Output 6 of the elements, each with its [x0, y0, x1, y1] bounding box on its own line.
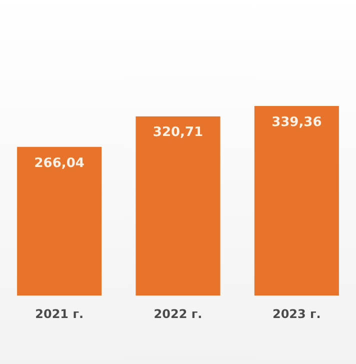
x-tick-label: 2023 г.	[272, 306, 321, 321]
x-tick-label: 2022 г.	[154, 306, 202, 321]
data-label: 320,71	[152, 125, 204, 140]
data-label: 266,04	[34, 156, 84, 171]
x-tick-label: 2021 г.	[35, 306, 84, 321]
data-label: 339,36	[272, 114, 322, 130]
